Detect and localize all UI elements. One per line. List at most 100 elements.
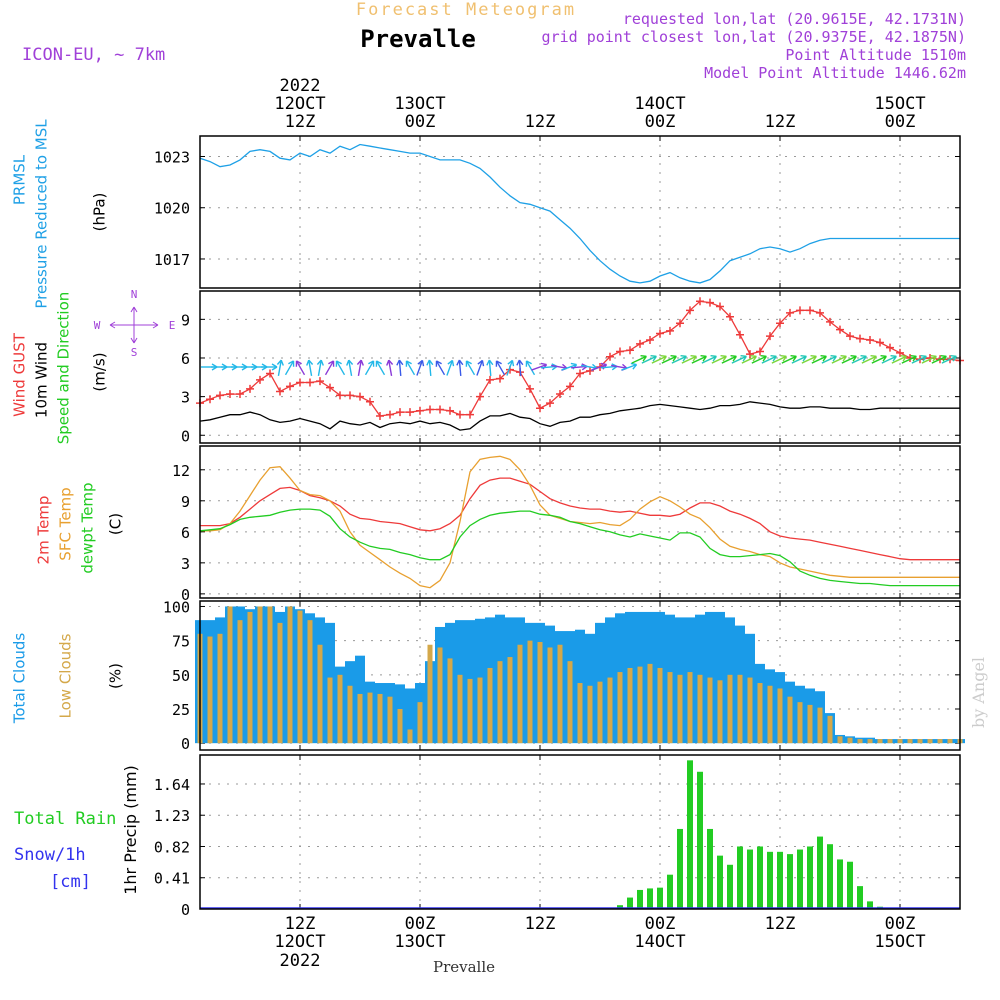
rain-bar bbox=[717, 855, 723, 909]
wind-arrow bbox=[324, 360, 335, 376]
wind-arrow bbox=[711, 355, 727, 364]
gust-marker bbox=[466, 410, 474, 419]
side-label: Wind GUST bbox=[11, 332, 29, 417]
low-cloud-bar bbox=[747, 677, 753, 744]
gust-marker bbox=[826, 317, 834, 326]
wind-arrow-head bbox=[860, 355, 867, 362]
rain-bar bbox=[637, 889, 643, 909]
rain-bar bbox=[797, 849, 803, 909]
panel-temperature: 0 3 6 9 12 2m Temp SFC Temp dewpt Temp (C) bbox=[35, 445, 961, 604]
wind-arrow-head bbox=[810, 355, 817, 362]
low-cloud-bar bbox=[757, 683, 763, 744]
wind-arrow bbox=[375, 360, 386, 376]
low-cloud-bar bbox=[947, 739, 953, 744]
wind-arrow bbox=[456, 359, 464, 377]
top-date-label: 15OCT bbox=[874, 94, 925, 114]
wind-arrow-head bbox=[447, 359, 455, 367]
wind-arrow-shaft bbox=[921, 355, 937, 364]
wind-arrow bbox=[891, 355, 907, 364]
y-tick-label: 100 bbox=[163, 598, 190, 616]
low-cloud-bar bbox=[857, 739, 863, 744]
wind-arrow-head bbox=[306, 359, 314, 366]
wind-arrow bbox=[841, 355, 857, 364]
low-cloud-bar bbox=[487, 667, 493, 744]
gust-marker bbox=[446, 406, 454, 415]
wind-arrow-shaft bbox=[741, 355, 757, 364]
wind-arrow-shaft bbox=[488, 359, 492, 377]
top-hour-label: 12Z bbox=[765, 112, 796, 132]
wind-arrow bbox=[801, 355, 817, 364]
wind-arrow bbox=[465, 360, 476, 376]
wind-arrow-shaft bbox=[711, 355, 727, 364]
side-label: SFC Temp bbox=[57, 487, 75, 560]
gust-marker bbox=[576, 369, 584, 378]
wind-arrow-shaft bbox=[518, 359, 522, 377]
wind-arrow bbox=[416, 359, 425, 376]
top-date-label: 12OCT bbox=[274, 94, 325, 114]
wind-arrow-head bbox=[850, 355, 857, 362]
gust-marker bbox=[616, 347, 624, 356]
gust-marker bbox=[756, 347, 764, 356]
wind-arrow-shaft bbox=[781, 355, 797, 364]
rain-bar bbox=[787, 854, 793, 909]
unit-label: (C) bbox=[107, 513, 125, 535]
top-hour-label: 00Z bbox=[885, 112, 916, 132]
gust-marker bbox=[426, 405, 434, 414]
low-cloud-bar bbox=[707, 677, 713, 744]
wind-arrow bbox=[871, 355, 887, 364]
wind-arrow bbox=[771, 355, 787, 364]
low-cloud-bar bbox=[667, 672, 673, 744]
compass-north: N bbox=[131, 288, 138, 301]
bottom-hour-label: 12Z bbox=[765, 914, 796, 934]
gust-marker bbox=[676, 319, 684, 328]
panel-frame bbox=[199, 600, 961, 751]
wind-arrow-shaft bbox=[317, 359, 322, 376]
wind-arrow-shaft bbox=[751, 355, 767, 364]
y-tick-label: 1.64 bbox=[154, 776, 190, 794]
low-cloud-bar bbox=[337, 674, 343, 744]
gust-marker bbox=[706, 298, 714, 307]
low-cloud-bar bbox=[507, 657, 513, 744]
low-cloud-bar bbox=[597, 681, 603, 744]
rain-bar bbox=[627, 897, 633, 909]
wind-arrow-head bbox=[525, 360, 532, 367]
low-cloud-bar bbox=[307, 620, 313, 744]
low-cloud-bar bbox=[377, 693, 383, 744]
low-cloud-bar bbox=[647, 663, 653, 744]
wind-arrow-head bbox=[870, 355, 877, 362]
wind-arrow-shaft bbox=[671, 355, 687, 364]
low-cloud-bar bbox=[697, 674, 703, 744]
wind-arrow bbox=[364, 360, 375, 376]
unit-label: (%) bbox=[107, 663, 125, 689]
wind-arrow bbox=[306, 359, 314, 376]
low-cloud-bar bbox=[297, 610, 303, 744]
low-cloud-bar bbox=[267, 606, 273, 744]
wind-arrow-head bbox=[405, 360, 412, 367]
gust-marker bbox=[766, 332, 774, 341]
low-cloud-bar bbox=[767, 685, 773, 744]
low-cloud-bar bbox=[887, 739, 893, 744]
wind-arrow-shaft bbox=[308, 359, 313, 376]
wind-arrow-head bbox=[780, 355, 787, 362]
gust-marker bbox=[416, 406, 424, 415]
gust-marker bbox=[256, 375, 264, 384]
rain-bar bbox=[687, 760, 693, 909]
wind-arrow-head bbox=[930, 355, 937, 362]
wind-arrow-shaft bbox=[761, 355, 777, 364]
wind-arrow bbox=[921, 355, 937, 364]
gust-marker bbox=[716, 302, 724, 311]
wind-arrow bbox=[781, 355, 797, 364]
wind-arrow-shaft bbox=[375, 360, 386, 376]
gust-marker bbox=[866, 335, 874, 344]
series-line bbox=[199, 300, 961, 417]
side-label: dewpt Temp bbox=[79, 482, 97, 573]
gust-marker bbox=[396, 408, 404, 417]
gust-marker bbox=[226, 390, 234, 399]
compass-west: W bbox=[94, 319, 101, 332]
panel-precipitation: 0 0.41 0.82 1.23 1.64 Total Rain Snow/1h [cm] 1h… bbox=[14, 754, 961, 919]
wind-arrow-shaft bbox=[324, 360, 335, 376]
wind-arrow bbox=[435, 360, 446, 376]
side-label: 2m Temp bbox=[35, 496, 53, 565]
wind-arrow bbox=[941, 355, 957, 364]
wind-arrow-head bbox=[750, 355, 757, 362]
